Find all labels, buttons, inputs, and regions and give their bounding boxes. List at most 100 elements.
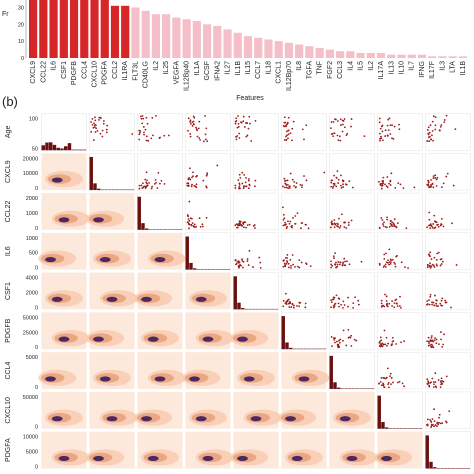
scatter-point <box>145 171 148 174</box>
scatter-point <box>340 186 343 189</box>
cell-PDGFB-IL6 <box>185 312 234 350</box>
kde-contour-core <box>99 376 111 382</box>
hist-bar <box>196 269 201 270</box>
kde-contour-core <box>298 376 310 382</box>
scatter-point <box>384 266 387 268</box>
scatter-point <box>429 339 432 341</box>
scatter-point <box>427 253 430 256</box>
scatter-point <box>187 215 190 218</box>
scatter-point <box>189 120 191 123</box>
scatter-point <box>288 187 291 189</box>
scatter-point <box>245 226 247 229</box>
scatter-point <box>285 227 288 230</box>
scatter-point <box>309 265 312 268</box>
scatter-point <box>430 423 433 426</box>
scatter-point <box>345 183 348 186</box>
hist-bar <box>370 388 375 389</box>
cell-CCL4-CSF1 <box>233 352 279 389</box>
hist-bar <box>233 276 237 310</box>
bar-x-tick-IL12Bp40: IL12Bp40 <box>184 61 191 91</box>
scatter-point <box>388 302 391 305</box>
scatter-point <box>389 179 392 182</box>
scatter-point <box>427 136 430 139</box>
cell-CXCL10-CSF1 <box>233 391 282 429</box>
scatter-point <box>348 180 351 183</box>
row-tick-PDGFA-2: 10000 <box>23 435 38 441</box>
scatter-point <box>235 119 238 122</box>
scatter-point <box>254 179 257 182</box>
scatter-point <box>187 117 190 120</box>
scatter-point <box>258 256 261 259</box>
scatter-point <box>189 119 192 122</box>
scatter-point <box>285 262 288 265</box>
bar-IL12Bp70 <box>284 42 294 58</box>
bar-x-tick-IL25: IL25 <box>163 61 170 75</box>
scatter-point <box>438 416 440 419</box>
scatter-point <box>289 172 292 175</box>
scatter-point <box>431 339 434 342</box>
bar-x-tick-IL6: IL6 <box>51 61 58 71</box>
scatter-point <box>432 139 434 142</box>
scatter-point <box>445 421 448 424</box>
scatter-point <box>305 124 308 127</box>
row-tick-CSF1-2: 4000 <box>26 276 38 282</box>
scatter-point <box>394 186 397 189</box>
kde-contour-core <box>106 296 118 302</box>
row-tick-IL6-0: 0 <box>35 266 38 272</box>
scatter-point <box>288 306 291 308</box>
scatter-point <box>380 376 383 379</box>
kde-contour-core <box>51 416 63 422</box>
hist-bar <box>185 236 189 270</box>
scatter-point <box>248 223 251 226</box>
hist-bar <box>388 428 393 429</box>
scatter-point <box>106 124 109 127</box>
scatter-point <box>380 299 383 302</box>
cell-PDGFB-CXCL10 <box>377 312 423 350</box>
scatter-point <box>240 121 242 124</box>
scatter-point <box>434 174 437 177</box>
scatter-point <box>342 123 344 126</box>
scatter-point <box>330 299 333 301</box>
scatter-point <box>337 225 340 228</box>
scatter-point <box>187 218 190 221</box>
scatter-point <box>432 264 435 267</box>
cell-Age-IL6 <box>185 113 231 151</box>
bar-IFNA2 <box>213 26 222 58</box>
scatter-point <box>346 132 349 135</box>
bar-x-tick-CXCL10: CXCL10 <box>92 61 99 88</box>
scatter-point <box>193 225 195 228</box>
scatter-point <box>381 130 384 133</box>
cell-CCL22-PDGFB <box>281 192 327 231</box>
bar-IL13 <box>387 54 396 58</box>
scatter-point <box>301 128 304 131</box>
scatter-frame <box>329 312 375 350</box>
scatter-point <box>433 339 436 342</box>
scatter-point <box>344 221 347 224</box>
scatter-point <box>427 264 429 267</box>
scatter-point <box>142 186 145 189</box>
bar-IL17A <box>376 52 386 58</box>
bar-CCL7 <box>254 37 263 58</box>
scatter-frame <box>233 232 279 270</box>
scatter-point <box>431 134 433 137</box>
row-label-CCL22: CCL22 <box>5 200 12 222</box>
scatter-point <box>432 177 435 180</box>
scatter-point <box>330 221 333 224</box>
scatter-point <box>434 424 437 426</box>
scatter-point <box>237 224 240 227</box>
hist-bar <box>112 189 116 191</box>
scatter-point <box>241 182 244 185</box>
scatter-point <box>198 120 201 123</box>
scatter-point <box>234 122 237 125</box>
scatter-point <box>145 185 148 188</box>
cell-CXCL9-CCL22 <box>137 153 183 191</box>
hist-bar <box>466 468 471 469</box>
scatter-point <box>94 131 97 133</box>
cell-CCL22-IL6 <box>185 192 231 231</box>
scatter-point <box>382 383 385 386</box>
scatter-point <box>347 305 349 308</box>
scatter-point <box>259 261 262 264</box>
hist-bar <box>123 189 127 191</box>
scatter-point <box>427 380 429 383</box>
